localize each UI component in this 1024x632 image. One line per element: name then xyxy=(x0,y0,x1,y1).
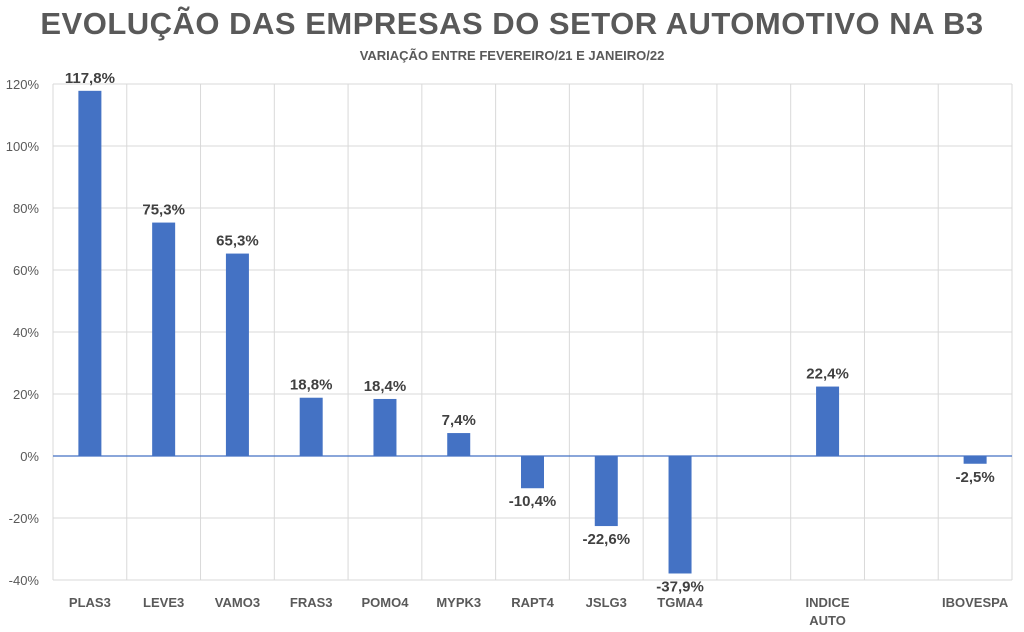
bar xyxy=(963,456,987,464)
x-tick-label: RAPT4 xyxy=(511,595,554,610)
data-label: 117,8% xyxy=(65,70,115,87)
x-tick-label: LEVE3 xyxy=(143,595,184,610)
bar xyxy=(816,386,840,456)
x-tick-label: MYPK3 xyxy=(436,595,481,610)
bar xyxy=(373,398,397,456)
data-label: 75,3% xyxy=(142,202,185,219)
x-tick-label: TGMA4 xyxy=(657,595,703,610)
x-tick-label: INDICE AUTO xyxy=(806,595,850,628)
data-label: -10,4% xyxy=(509,493,557,510)
x-tick-label: PLAS3 xyxy=(69,595,111,610)
data-label: -37,9% xyxy=(656,578,704,595)
data-label: -22,6% xyxy=(583,531,631,548)
chart-subtitle: VARIAÇÃO ENTRE FEVEREIRO/21 E JANEIRO/22 xyxy=(359,48,665,63)
bar xyxy=(299,397,323,456)
y-tick-label: -40% xyxy=(9,573,40,588)
data-label: 7,4% xyxy=(442,412,476,429)
data-label: 65,3% xyxy=(216,233,259,250)
x-tick-label: VAMO3 xyxy=(215,595,260,610)
x-tick-label: IBOVESPA xyxy=(942,595,1009,610)
data-label: 18,4% xyxy=(364,378,407,395)
y-tick-label: 20% xyxy=(13,387,39,402)
bar xyxy=(447,433,471,456)
data-label: -2,5% xyxy=(956,469,995,486)
data-label: 22,4% xyxy=(806,366,849,383)
x-tick-label: JSLG3 xyxy=(586,595,627,610)
data-label: 18,8% xyxy=(290,377,333,394)
y-tick-label: 0% xyxy=(20,449,39,464)
y-tick-label: 60% xyxy=(13,263,39,278)
chart-title: EVOLUÇÃO DAS EMPRESAS DO SETOR AUTOMOTIV… xyxy=(40,6,984,41)
bar xyxy=(521,456,544,489)
bar xyxy=(78,90,102,456)
y-tick-label: 120% xyxy=(6,77,40,92)
y-tick-label: 80% xyxy=(13,201,39,216)
bar xyxy=(668,456,692,574)
x-tick-label: FRAS3 xyxy=(290,595,333,610)
y-tick-label: -20% xyxy=(9,511,40,526)
x-tick-label: POMO4 xyxy=(361,595,409,610)
bar xyxy=(225,253,249,456)
bar xyxy=(152,222,176,456)
y-tick-label: 40% xyxy=(13,325,39,340)
bar xyxy=(594,456,618,527)
y-tick-label: 100% xyxy=(6,139,40,154)
